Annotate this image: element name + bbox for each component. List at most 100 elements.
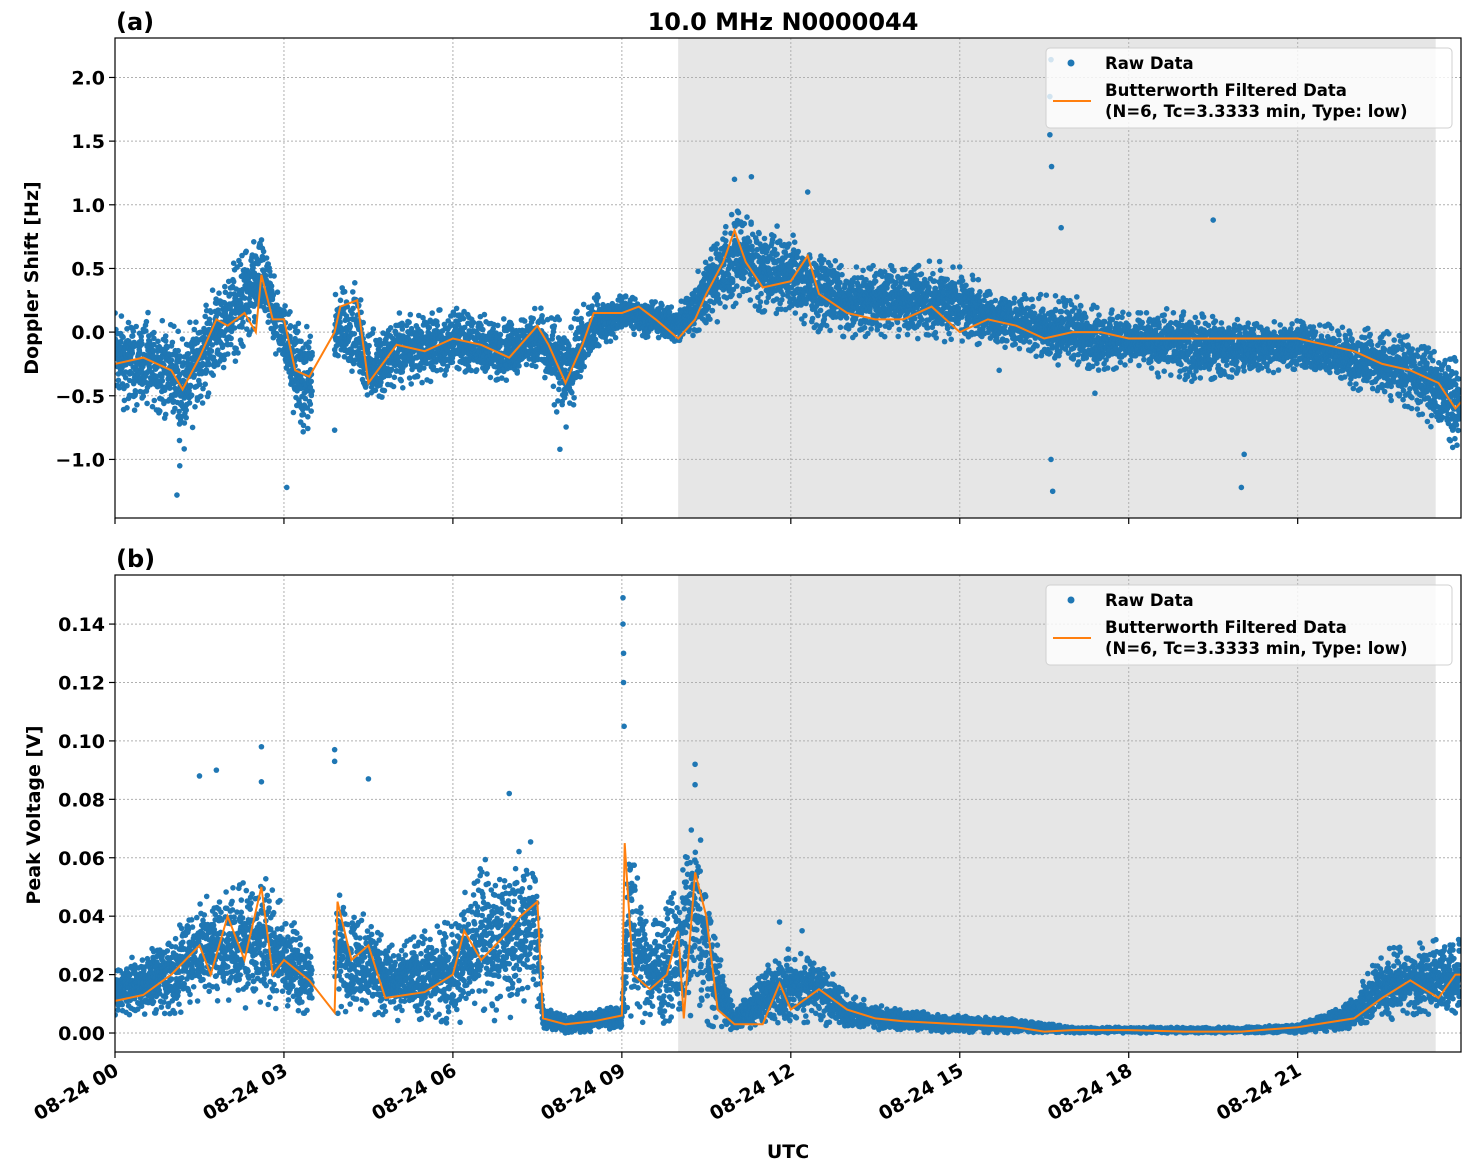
raw-data-point <box>937 267 944 274</box>
raw-data-point <box>390 383 397 390</box>
raw-data-point <box>801 320 807 327</box>
raw-data-point <box>794 254 801 261</box>
raw-data-point <box>577 374 584 380</box>
raw-data-point <box>308 378 315 385</box>
raw-data-point <box>306 339 312 345</box>
raw-data-point <box>723 223 729 230</box>
raw-data-point <box>199 400 206 406</box>
raw-data-point <box>809 315 816 322</box>
raw-data-point <box>912 272 919 279</box>
raw-data-point <box>208 348 215 354</box>
raw-data-point <box>230 278 237 285</box>
raw-data-point <box>852 331 859 338</box>
raw-data-point <box>473 367 480 373</box>
raw-data-point <box>233 345 239 352</box>
raw-data-point <box>538 305 544 312</box>
raw-data-point <box>668 304 675 310</box>
raw-data-point <box>399 326 406 332</box>
raw-data-point <box>118 338 124 345</box>
raw-data-point <box>254 255 260 262</box>
raw-data-point <box>308 408 315 414</box>
raw-data-point <box>216 290 222 297</box>
raw-data-point <box>372 387 379 394</box>
raw-data-point <box>219 344 226 351</box>
raw-data-point <box>300 429 307 435</box>
raw-data-point <box>891 268 897 274</box>
raw-data-point <box>748 219 754 225</box>
raw-data-point <box>191 326 198 333</box>
raw-data-point <box>119 381 126 387</box>
raw-data-point <box>251 239 257 245</box>
raw-data-point <box>162 411 169 418</box>
raw-data-point <box>838 262 844 269</box>
raw-data-point <box>391 374 398 381</box>
raw-data-point <box>481 311 488 318</box>
raw-data-point <box>171 323 177 330</box>
raw-data-point <box>250 264 256 271</box>
raw-data-point <box>827 262 834 269</box>
raw-data-point <box>722 230 728 236</box>
raw-data-point <box>197 329 204 336</box>
x-axis-label: UTC <box>767 1141 809 1163</box>
raw-data-point <box>235 350 241 356</box>
raw-data-point <box>271 273 277 279</box>
raw-data-point <box>187 382 194 389</box>
raw-data-point <box>305 414 311 420</box>
raw-data-point <box>571 395 577 401</box>
raw-data-point <box>774 223 780 229</box>
raw-data-point <box>533 363 539 370</box>
raw-data-point <box>188 392 195 399</box>
raw-data-point <box>742 269 749 276</box>
raw-data-point <box>791 239 798 245</box>
chart-title: 10.0 MHz N0000044 <box>648 8 919 36</box>
raw-data-point <box>268 283 275 289</box>
raw-data-point <box>287 309 293 315</box>
raw-data-point <box>936 258 943 265</box>
raw-data-point <box>437 367 444 373</box>
raw-data-point <box>950 264 956 270</box>
raw-data-point <box>733 300 739 307</box>
raw-data-point <box>387 325 394 331</box>
raw-data-point <box>307 333 314 340</box>
raw-data-point <box>115 377 122 384</box>
raw-data-point <box>779 297 785 303</box>
raw-data-point <box>501 316 507 322</box>
raw-data-point <box>145 309 151 316</box>
raw-data-point <box>198 393 204 400</box>
raw-data-point <box>192 404 198 410</box>
raw-data-point <box>225 278 232 285</box>
raw-data-point <box>159 378 166 384</box>
raw-data-point <box>497 331 504 338</box>
raw-data-point <box>926 258 933 265</box>
raw-data-point <box>352 280 358 286</box>
raw-data-point <box>894 319 901 326</box>
raw-data-point <box>832 258 839 264</box>
raw-data-point <box>139 341 145 347</box>
raw-data-point <box>267 268 273 275</box>
raw-data-point <box>146 338 153 345</box>
raw-data-point <box>185 351 192 357</box>
raw-data-point <box>181 446 187 452</box>
raw-data-point <box>379 394 385 400</box>
raw-data-point <box>817 307 824 314</box>
raw-data-point <box>202 313 208 320</box>
raw-data-point <box>366 342 372 349</box>
raw-data-point <box>349 368 355 375</box>
raw-data-point <box>744 214 750 220</box>
raw-data-point <box>480 326 486 333</box>
raw-data-point <box>260 248 267 255</box>
raw-data-point <box>437 307 443 313</box>
raw-data-point <box>115 310 118 316</box>
raw-data-point <box>294 328 301 335</box>
raw-data-point <box>193 319 199 326</box>
raw-data-point <box>225 351 231 357</box>
raw-data-point <box>741 220 748 227</box>
raw-data-point <box>521 318 528 324</box>
raw-data-point <box>144 400 150 407</box>
raw-data-point <box>396 310 403 316</box>
raw-data-point <box>888 321 895 328</box>
raw-data-point <box>350 305 356 312</box>
raw-data-point <box>196 381 203 388</box>
raw-data-point <box>237 261 244 268</box>
raw-data-point <box>307 401 314 407</box>
